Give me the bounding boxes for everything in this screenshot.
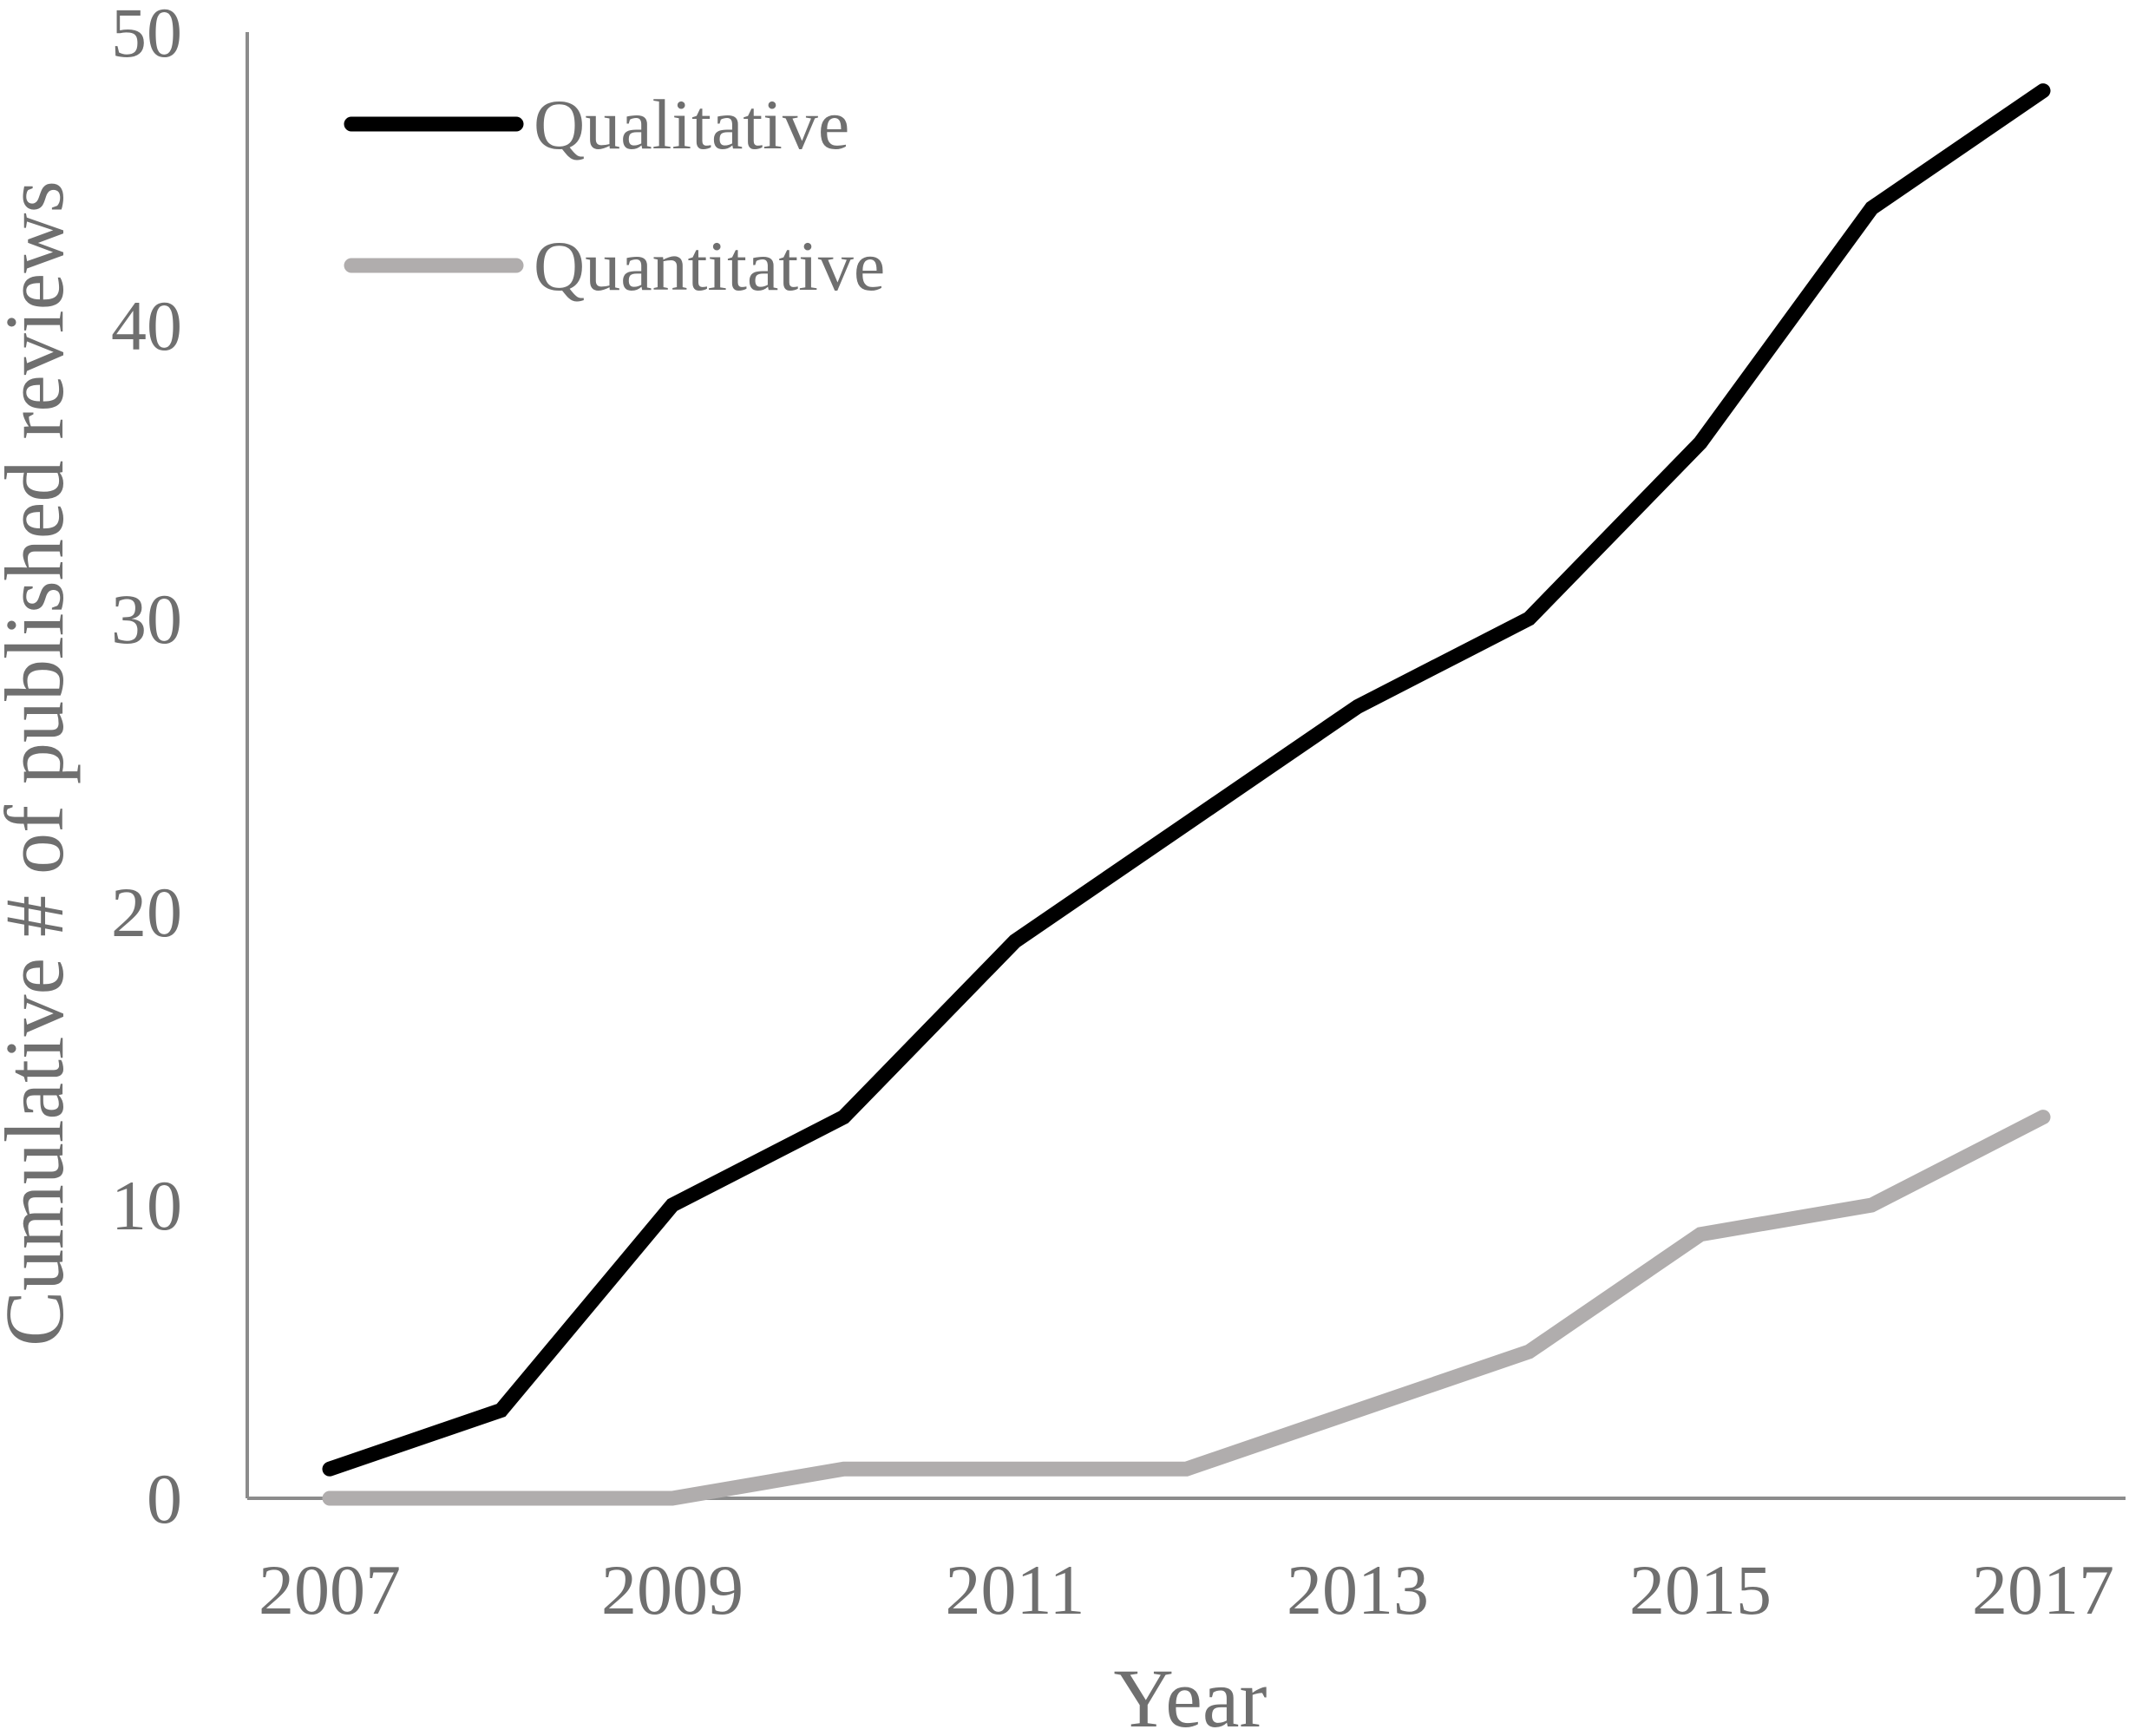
legend-label-quantitative: Quantitative	[534, 226, 885, 305]
x-tick-label-2009: 2009	[601, 1550, 744, 1629]
x-tick-labels: 2007 2009 2011 2013 2015 2017	[259, 1550, 2114, 1629]
y-tick-label-30: 30	[111, 580, 182, 658]
x-tick-label-2011: 2011	[946, 1550, 1085, 1629]
y-axis-title: Cumulative # of published reviews	[0, 180, 81, 1346]
y-tick-label-50: 50	[111, 0, 182, 72]
x-tick-label-2017: 2017	[1972, 1550, 2114, 1629]
x-axis-title: Year	[1114, 1652, 1268, 1736]
legend-label-qualitative: Qualitative	[534, 85, 849, 164]
x-tick-label-2013: 2013	[1287, 1550, 1429, 1629]
legend: Qualitative Quantitative	[344, 85, 885, 305]
x-tick-label-2015: 2015	[1629, 1550, 1772, 1629]
series-line-quantitative	[322, 1110, 2051, 1506]
x-tick-label-2007: 2007	[259, 1550, 401, 1629]
y-tick-label-0: 0	[147, 1459, 182, 1538]
series-lines	[322, 83, 2051, 1506]
y-tick-labels: 0 10 20 30 40 50	[111, 0, 182, 1538]
y-tick-label-10: 10	[111, 1166, 182, 1245]
series-line-qualitative	[322, 83, 2051, 1477]
y-tick-label-20: 20	[111, 873, 182, 952]
y-tick-label-40: 40	[111, 286, 182, 365]
